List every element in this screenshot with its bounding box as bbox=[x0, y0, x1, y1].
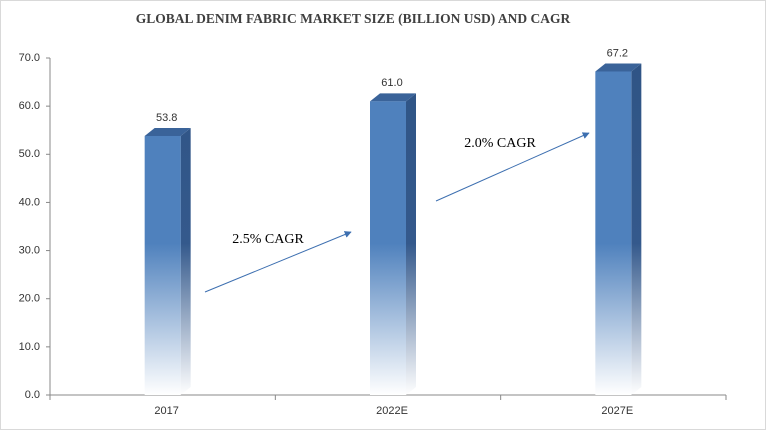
x-tick-label: 2022E bbox=[376, 405, 408, 417]
arrow bbox=[435, 132, 590, 202]
annotation: 2.5% CAGR bbox=[232, 232, 304, 247]
y-tick-label: 10.0 bbox=[19, 341, 40, 353]
arrow bbox=[204, 231, 352, 293]
y-tick-label: 0.0 bbox=[25, 389, 40, 401]
y-tick-label: 70.0 bbox=[19, 52, 40, 64]
bar bbox=[370, 101, 406, 395]
bar bbox=[595, 71, 632, 395]
y-tick-label: 20.0 bbox=[19, 293, 40, 305]
y-tick-label: 30.0 bbox=[19, 244, 40, 256]
x-tick-label: 2027E bbox=[601, 405, 633, 417]
bar bbox=[144, 135, 181, 395]
bar-top bbox=[595, 63, 642, 72]
y-tick-label: 50.0 bbox=[19, 148, 40, 160]
bar-top bbox=[144, 127, 191, 136]
data-label: 53.8 bbox=[156, 112, 177, 124]
bar-side bbox=[406, 93, 416, 395]
x-tick-label: 2017 bbox=[154, 405, 178, 417]
bar-side bbox=[631, 63, 642, 395]
bar-side bbox=[180, 127, 191, 396]
chart-title: GLOBAL DENIM FABRIC MARKET SIZE (BILLION… bbox=[136, 11, 571, 26]
annotation: 2.0% CAGR bbox=[464, 136, 536, 151]
data-label: 61.0 bbox=[381, 77, 402, 89]
y-tick-label: 40.0 bbox=[19, 196, 40, 208]
y-tick-label: 60.0 bbox=[19, 100, 40, 112]
bar-top bbox=[370, 93, 416, 102]
data-label: 67.2 bbox=[607, 47, 628, 59]
